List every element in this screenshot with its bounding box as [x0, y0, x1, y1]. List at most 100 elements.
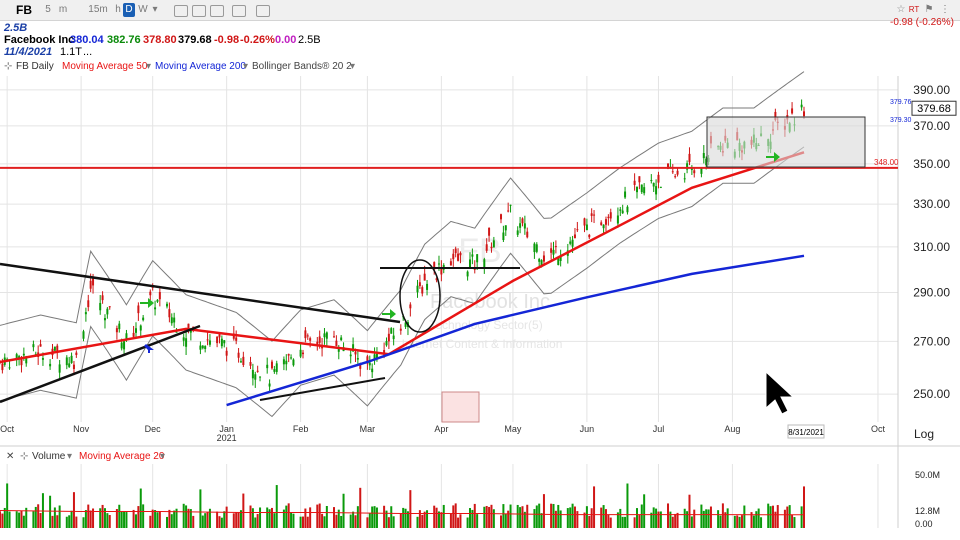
volume-bar — [473, 503, 476, 528]
volume-bar — [409, 490, 412, 528]
volume-top: 2.5B — [4, 22, 28, 34]
settings-icon[interactable] — [232, 5, 246, 17]
consolidation-box — [706, 116, 866, 168]
legend-ma50[interactable]: Moving Average 50 — [62, 61, 148, 72]
candle-body — [399, 328, 402, 331]
volume-bar — [254, 517, 257, 528]
volume-bar — [650, 512, 653, 528]
more-info[interactable]: ... — [83, 46, 93, 58]
legend-bollinger[interactable]: Bollinger Bands® 20 2 — [252, 61, 352, 72]
candle-body — [426, 283, 429, 290]
volume-bar — [139, 488, 142, 528]
volume-bar — [669, 511, 672, 528]
volume-bar — [471, 509, 474, 528]
legend-ma200[interactable]: Moving Average 200 — [155, 61, 246, 72]
volume-settings-icon[interactable]: ⊹ — [20, 451, 29, 462]
candle-body — [120, 342, 123, 349]
interval-daily[interactable]: D — [123, 3, 135, 17]
interval-15m[interactable]: 15m — [88, 4, 108, 15]
volume-bar — [51, 515, 54, 528]
candle-body — [65, 357, 68, 366]
flag-icon[interactable]: ⚑ — [924, 4, 934, 15]
volume-bar — [616, 512, 619, 528]
month-label: Dec — [145, 424, 162, 434]
high-price: 382.76 — [107, 34, 141, 46]
volume-bar — [239, 510, 242, 528]
candle-body — [635, 186, 638, 193]
candle-body — [189, 330, 192, 333]
candle-body — [655, 186, 658, 195]
candle-body — [526, 231, 529, 238]
volume-bar — [49, 495, 52, 528]
star-icon[interactable]: ☆ — [896, 4, 906, 15]
volume-bar — [84, 510, 87, 528]
volume-ma-dropdown-icon[interactable]: ▾ — [160, 451, 166, 462]
candle-body — [106, 308, 109, 315]
candle-body — [220, 338, 223, 347]
volume-bar — [390, 506, 393, 528]
candle-body — [156, 299, 159, 302]
candle-body — [49, 363, 52, 367]
interval-5m[interactable]: 5 — [45, 4, 51, 15]
volume-bar — [757, 508, 760, 528]
watermark-symbol: FB — [458, 232, 501, 270]
volume-bar — [142, 504, 145, 528]
volume-bar — [149, 515, 152, 528]
volume-bar — [115, 509, 118, 528]
candle-body — [206, 339, 209, 341]
ma200-dropdown-icon[interactable]: ▾ — [243, 61, 249, 72]
chart-type-icon[interactable] — [174, 5, 188, 17]
layers-icon[interactable] — [256, 5, 270, 17]
candle-body — [418, 282, 421, 287]
draw-icon[interactable] — [210, 5, 224, 17]
layout-icon[interactable] — [192, 5, 206, 17]
volume-bar — [643, 494, 646, 528]
volume-bar — [154, 510, 157, 528]
candle-body — [53, 346, 56, 351]
volume-close-icon[interactable]: ✕ — [6, 451, 15, 462]
symbol-box[interactable]: FB — [16, 3, 32, 17]
volume-bar — [717, 510, 720, 528]
candle-body — [166, 303, 169, 307]
legend-chart-name[interactable]: FB Daily — [16, 61, 54, 72]
interval-weekly[interactable]: W — [138, 4, 148, 15]
legend-volume[interactable]: Volume — [32, 451, 66, 462]
candle-body — [457, 253, 460, 261]
candle-body — [354, 352, 357, 355]
volume-bar — [65, 516, 68, 528]
candle-body — [216, 336, 219, 344]
volume-bar — [454, 503, 457, 528]
resistance-label: 348.00 — [874, 158, 899, 167]
ma50-dropdown-icon[interactable]: ▾ — [146, 61, 152, 72]
volume-bar — [783, 509, 786, 528]
volume-bar — [488, 506, 491, 528]
volume-bar — [652, 507, 655, 528]
candle-body — [237, 352, 240, 358]
volume-bar — [619, 508, 622, 528]
volume-bar — [442, 504, 445, 528]
volume-bar — [306, 516, 309, 528]
volume-tick-label: 12.8M — [915, 506, 940, 516]
volume-bar — [786, 506, 789, 528]
candle-body — [139, 325, 142, 331]
interval-dropdown-icon[interactable]: ▾ — [152, 4, 158, 15]
candle-body — [201, 345, 204, 349]
pattern-circle — [399, 259, 441, 333]
candle-body — [349, 354, 352, 357]
menu-icon[interactable]: ⋮ — [940, 4, 950, 15]
bollinger-dropdown-icon[interactable]: ▾ — [350, 61, 356, 72]
quote-header: 2.5B Facebook Inc 380.04 382.76 378.80 3… — [0, 17, 960, 60]
legend-volume-ma[interactable]: Moving Average 20 — [79, 451, 165, 462]
volume-bar — [767, 503, 770, 528]
rt-badge: RT — [908, 5, 920, 14]
interval-hourly[interactable]: h — [115, 4, 121, 15]
volume-dropdown-icon[interactable]: ▾ — [67, 451, 73, 462]
watermark: FB Facebook Inc Technology Sector(5) Int… — [402, 232, 563, 351]
chart-settings-icon[interactable]: ⊹ — [4, 61, 13, 72]
interval-m[interactable]: m — [58, 4, 68, 15]
volume-bar — [242, 493, 245, 528]
volume-bar — [476, 514, 479, 528]
volume-bar — [671, 516, 674, 528]
volume-bar — [309, 507, 312, 528]
